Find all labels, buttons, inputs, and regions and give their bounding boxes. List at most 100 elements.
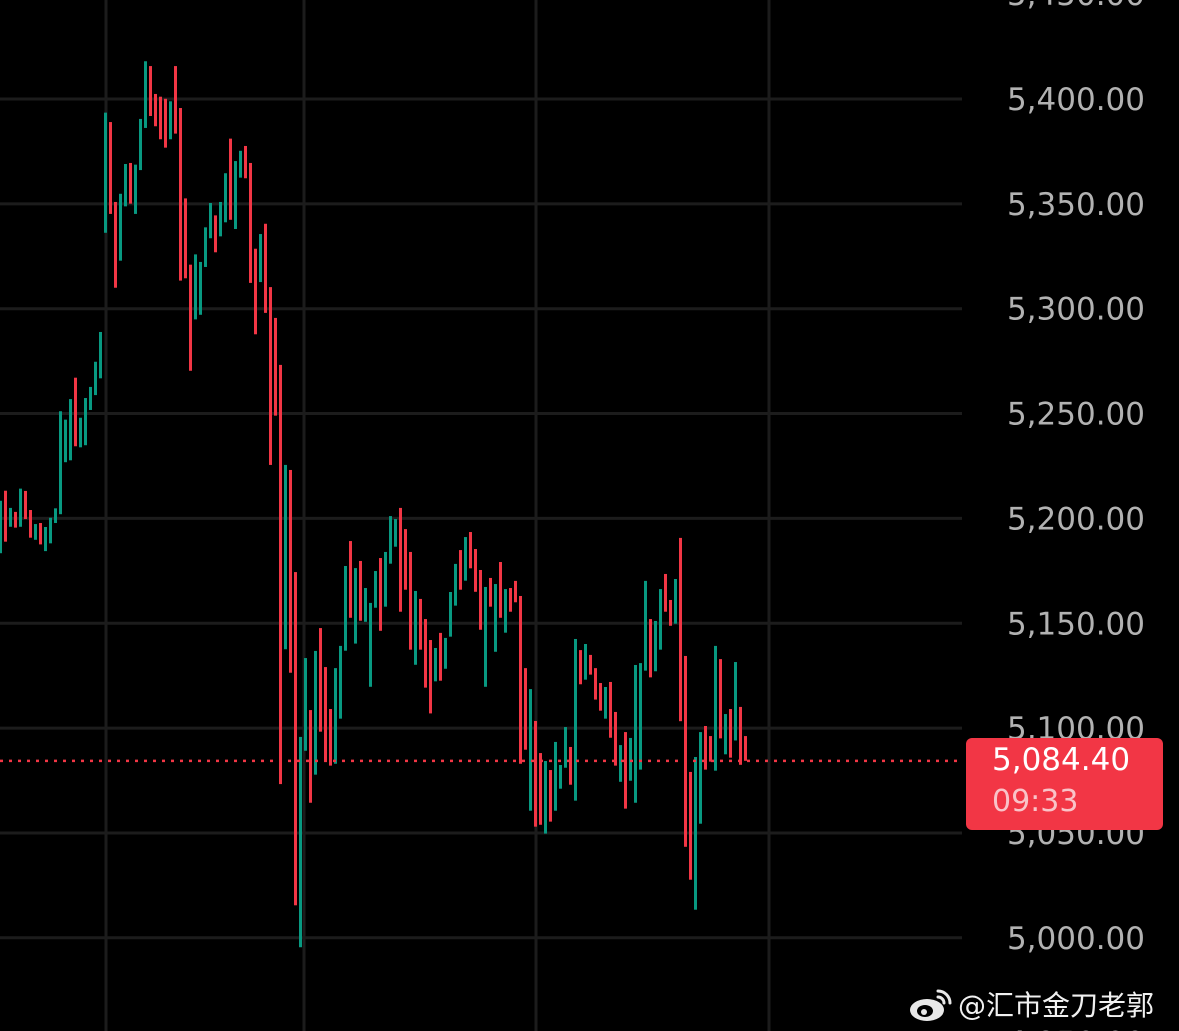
candle-down: [244, 145, 247, 179]
candle-down: [609, 681, 612, 738]
candle-down: [129, 162, 132, 204]
grid: [0, 0, 962, 1031]
candle-up: [644, 580, 647, 671]
candle-up: [619, 745, 622, 782]
candle-down: [324, 667, 327, 761]
candle-up: [59, 411, 62, 515]
candle-down: [149, 66, 152, 116]
candle-up: [204, 227, 207, 267]
candle-down: [249, 162, 252, 283]
candle-down: [114, 201, 117, 288]
candle-down: [424, 619, 427, 688]
candle-up: [604, 686, 607, 719]
candle-down: [709, 736, 712, 762]
candle-up: [449, 592, 452, 637]
candle-up: [79, 417, 82, 448]
candle-down: [154, 93, 157, 127]
candle-down: [419, 598, 422, 650]
candle-down: [214, 215, 217, 253]
candle-up: [134, 164, 137, 214]
candle-down: [514, 580, 517, 603]
candle-up: [504, 589, 507, 633]
candle-down: [614, 711, 617, 766]
y-tick-label: 5,300.00: [1007, 292, 1145, 328]
candle-down: [679, 537, 682, 722]
y-tick-label: 5,400.00: [1007, 82, 1145, 118]
candle-down: [164, 98, 167, 148]
bar-countdown: 09:33: [992, 784, 1079, 819]
last-price-label: 5,084.40 09:33: [966, 738, 1163, 830]
candle-down: [539, 753, 542, 825]
candle-down: [594, 668, 597, 700]
candle-up: [104, 112, 107, 233]
candle-up: [444, 637, 447, 669]
y-axis[interactable]: 5,450.00 5,400.00 5,350.00 5,300.00 5,250.00…: [1007, 0, 1145, 1031]
candle-up: [139, 118, 142, 171]
candle-down: [519, 595, 522, 764]
candle-up: [454, 563, 457, 606]
candle-up: [44, 526, 47, 552]
candle-down: [74, 377, 77, 447]
candle-up: [434, 647, 437, 682]
candle-down: [294, 572, 297, 906]
candle-up: [724, 714, 727, 755]
candle-up: [49, 517, 52, 544]
candle-down: [509, 588, 512, 612]
candle-up: [584, 644, 587, 680]
candle-down: [474, 549, 477, 592]
candle-up: [144, 61, 147, 128]
candle-down: [264, 223, 267, 313]
candle-up: [199, 261, 202, 315]
candle-up: [304, 658, 307, 751]
y-tick-label: 5,200.00: [1007, 501, 1145, 537]
candle-up: [364, 588, 367, 622]
candle-up: [554, 741, 557, 811]
candle-down: [399, 507, 402, 612]
candle-down: [404, 529, 407, 590]
candle-down: [184, 198, 187, 279]
candle-down: [254, 248, 257, 335]
candle-up: [494, 584, 497, 652]
candle-down: [664, 573, 667, 612]
candle-up: [699, 732, 702, 824]
watermark: @汇市金刀老郭: [908, 984, 1154, 1024]
candle-down: [174, 66, 177, 134]
candle-up: [339, 645, 342, 719]
candle-down: [579, 650, 582, 685]
candle-down: [719, 659, 722, 739]
candle-up: [464, 537, 467, 581]
candle-down: [489, 577, 492, 607]
candle-down: [479, 569, 482, 630]
candle-down: [229, 138, 232, 220]
candle-down: [459, 550, 462, 590]
candle-down: [29, 510, 32, 538]
candle-down: [109, 122, 112, 214]
watermark-text: @汇市金刀老郭: [958, 989, 1155, 1022]
candle-down: [349, 541, 352, 618]
candle-up: [9, 507, 12, 527]
candle-up: [194, 254, 197, 320]
candle-up: [54, 508, 57, 524]
candle-up: [414, 590, 417, 665]
candle-up: [284, 464, 287, 650]
candle-up: [369, 602, 372, 687]
candle-up: [19, 488, 22, 527]
candle-up: [0, 500, 2, 554]
y-tick-label: 4,950.00: [1007, 1026, 1145, 1031]
candle-down: [689, 771, 692, 880]
candle-up: [389, 516, 392, 564]
candle-up: [299, 736, 302, 948]
candle-down: [179, 108, 182, 281]
candle-down: [499, 562, 502, 618]
candle-up: [239, 150, 242, 178]
candle-down: [534, 720, 537, 827]
candle-down: [39, 523, 42, 545]
candle-down: [439, 632, 442, 681]
candle-down: [684, 655, 687, 847]
candle-up: [654, 620, 657, 672]
candle-up: [559, 765, 562, 789]
candle-up: [224, 173, 227, 223]
candle-up: [94, 361, 97, 396]
candle-down: [524, 668, 527, 750]
